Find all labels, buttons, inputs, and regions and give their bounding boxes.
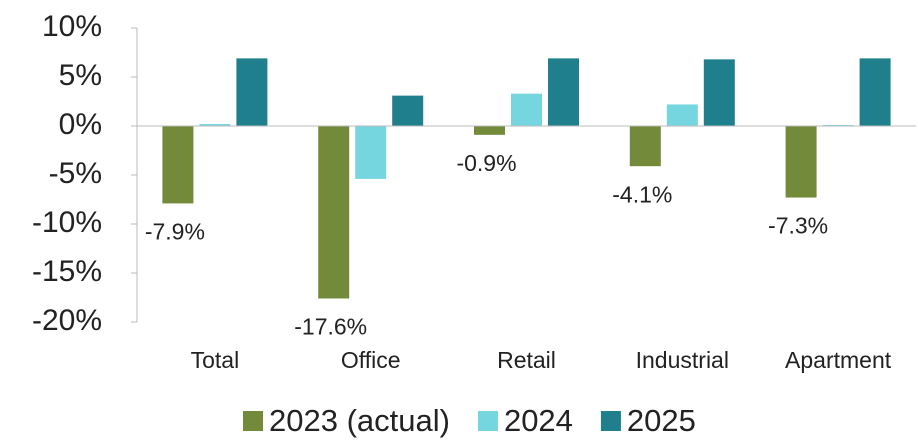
y-tick-label: 5% [59,59,102,92]
x-tick-label: Retail [497,347,556,373]
bar [629,126,661,167]
data-label: -0.9% [456,150,516,176]
data-label: -17.6% [294,314,367,340]
bar [511,93,542,126]
bar [548,58,579,126]
y-tick-label: -5% [49,157,102,190]
legend-label: 2025 [627,403,696,438]
bar [392,95,424,126]
bar [199,124,231,126]
data-label: -4.1% [612,181,672,207]
data-label: -7.9% [145,218,205,244]
y-tick-label: -10% [32,206,102,239]
bar [318,126,350,299]
bar [859,58,891,126]
y-tick-label: -20% [32,304,102,337]
bar [236,58,268,126]
bar [703,59,735,126]
bar [355,126,387,179]
y-tick-label: -15% [32,255,102,288]
legend-swatch [243,411,263,431]
bar [666,104,698,126]
legend-label: 2023 (actual) [269,403,450,438]
bar [162,126,194,204]
x-tick-label: Apartment [785,347,892,373]
bar [474,126,505,135]
legend-swatch [600,411,621,431]
y-tick-label: 0% [59,108,102,141]
x-tick-label: Industrial [636,347,729,373]
legend-swatch [477,411,498,431]
bar [785,126,817,198]
data-label: -7.3% [768,213,828,239]
legend-label: 2024 [504,403,573,438]
y-tick-label: 10% [42,10,102,43]
x-tick-label: Total [191,347,240,373]
x-tick-label: Office [341,347,401,373]
